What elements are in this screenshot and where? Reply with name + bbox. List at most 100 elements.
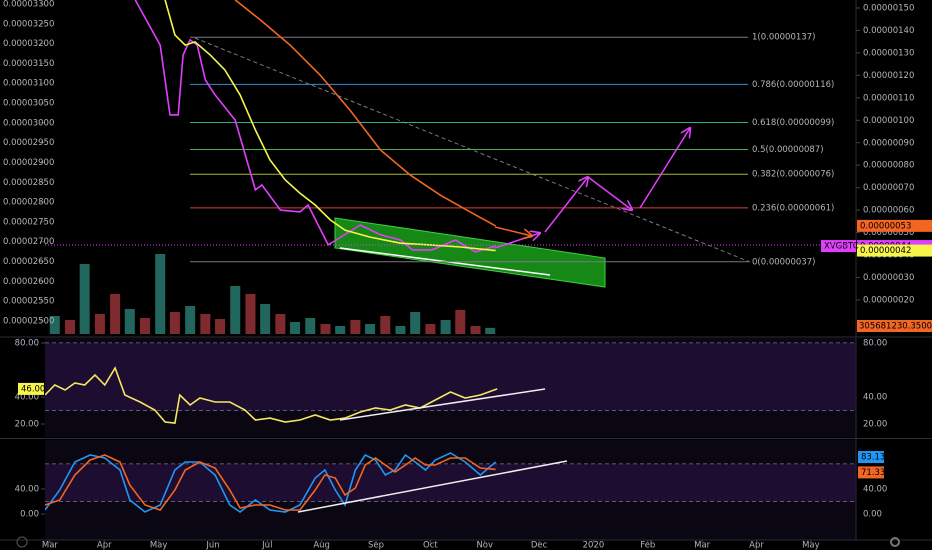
- y2-tick-label: 0.00000030: [863, 273, 914, 283]
- volume-bar: [485, 327, 496, 334]
- x-tick-label: Apr: [97, 541, 112, 550]
- volume-bar: [380, 316, 391, 334]
- y2-tick-label: 0.00000140: [863, 26, 914, 36]
- y-tick-label: 0.00002650: [3, 257, 54, 267]
- volume-bar: [49, 316, 60, 334]
- projection-arrow: [639, 128, 690, 209]
- x-tick-label: 2020: [583, 541, 605, 550]
- volume-badge: 305681230.35000004: [859, 322, 932, 332]
- volume-bar: [260, 304, 271, 334]
- volume-bar: [185, 306, 196, 334]
- y-tick-label: 0.00003300: [3, 0, 54, 9]
- fib-label: 1(0.00000137): [752, 33, 815, 43]
- y2-tick-label: 0.00000070: [863, 183, 914, 193]
- series-line: [164, 0, 496, 252]
- y-tick-label: 0.00003000: [3, 118, 54, 128]
- stoch-trend-line: [297, 460, 568, 513]
- x-tick-label: Apr: [749, 541, 764, 550]
- volume-bar: [410, 312, 421, 334]
- symbol-badge-bg: [821, 240, 856, 253]
- fib-label: 0.5(0.00000087): [752, 145, 824, 155]
- fib-label: 0.786(0.00000116): [752, 80, 834, 90]
- stoch-badge: 71.33: [861, 468, 885, 478]
- volume-bar: [200, 314, 211, 334]
- volume-bar: [215, 319, 226, 334]
- x-tick-label: Sep: [368, 541, 384, 550]
- y-tick-label: 0.00002700: [3, 237, 54, 247]
- volume-bar: [335, 326, 346, 334]
- y2-tick-label: 40.00: [863, 393, 887, 403]
- volume-bar: [350, 320, 361, 334]
- y-tick-label: 0.00002500: [3, 316, 54, 326]
- y-tick-label: 0.00002550: [3, 297, 54, 307]
- series-line: [134, 0, 496, 253]
- settings-icon[interactable]: [890, 537, 900, 547]
- x-tick-label: Nov: [476, 541, 493, 550]
- logo-icon[interactable]: [16, 536, 28, 548]
- y-tick-label: 20.00: [15, 420, 39, 430]
- volume-bar: [230, 286, 241, 334]
- volume-bar: [470, 326, 481, 334]
- stoch-badge-bg: [858, 451, 884, 464]
- projection-arrow: [587, 176, 632, 210]
- stoch-badge: 83.13: [861, 453, 885, 463]
- x-tick-label: Aug: [313, 541, 330, 550]
- trend-line: [194, 37, 751, 263]
- y-tick-label: 40.00: [15, 393, 39, 403]
- volume-bar: [65, 320, 76, 334]
- series-line: [45, 452, 497, 513]
- y2-tick-label: 0.00000020: [863, 295, 914, 305]
- y-tick-label: 0.00002950: [3, 138, 54, 148]
- y2-tick-label: 80.00: [863, 338, 887, 348]
- volume-bar: [440, 320, 451, 334]
- drawings: [16, 128, 900, 548]
- y2-tick-label: 0.00000090: [863, 138, 914, 148]
- x-tick-label: Feb: [640, 541, 655, 550]
- volume-bar: [79, 264, 90, 334]
- volume-bar: [395, 326, 406, 334]
- volume-bar: [140, 318, 151, 334]
- symbol-badge: XVGBTC: [824, 242, 859, 252]
- series-line: [234, 0, 496, 227]
- y-tick-label: 0.00003150: [3, 59, 54, 69]
- y-tick-label: 0.00002750: [3, 217, 54, 227]
- series-line: [45, 366, 498, 424]
- fib-label: 0.382(0.00000076): [752, 170, 834, 180]
- y2-tick-label: 20.00: [863, 420, 887, 430]
- fib-label: 0.236(0.00000061): [752, 203, 834, 213]
- volume-bar: [305, 318, 316, 334]
- rsi-badge-bg: [18, 382, 44, 395]
- rsi-badge: 46.00: [21, 384, 45, 394]
- volume-bar: [365, 324, 376, 334]
- volume-bar: [124, 309, 135, 334]
- volume-bar: [275, 314, 286, 334]
- projection-arrow: [494, 226, 532, 236]
- volume-bar: [425, 324, 436, 334]
- volume-bar: [169, 312, 180, 334]
- y-tick-label: 0.00: [20, 510, 39, 520]
- fib-label: 0(0.00000037): [752, 257, 815, 267]
- y-tick-label: 0.00002900: [3, 158, 54, 168]
- volume-bar: [455, 310, 466, 334]
- volume-bar: [94, 314, 105, 334]
- y-tick-label: 0.00002600: [3, 277, 54, 287]
- y-tick-label: 0.00003250: [3, 19, 54, 29]
- price-badge-bg: [857, 219, 932, 232]
- y-tick-label: 40.00: [15, 485, 39, 495]
- projection-arrow: [544, 177, 588, 233]
- price-badge: 0.00000042: [860, 246, 911, 256]
- x-tick-label: Oct: [423, 541, 438, 550]
- stoch-badge-bg: [858, 466, 884, 479]
- y2-tick-label: 0.00000150: [863, 3, 914, 13]
- y-tick-label: 0.00002850: [3, 178, 54, 188]
- price-badge: 0.00000053: [860, 221, 911, 231]
- y2-tick-label: 0.00000130: [863, 48, 914, 58]
- x-tick-label: Jun: [205, 541, 219, 550]
- x-tick-label: Dec: [531, 541, 548, 550]
- y2-tick-label: 0.00000100: [863, 116, 914, 126]
- y2-tick-label: 0.00000080: [863, 161, 914, 171]
- y2-tick-label: 0.00000110: [863, 93, 914, 103]
- x-tick-label: May: [802, 541, 820, 550]
- y-tick-label: 0.00003050: [3, 99, 54, 109]
- channel: [334, 217, 606, 288]
